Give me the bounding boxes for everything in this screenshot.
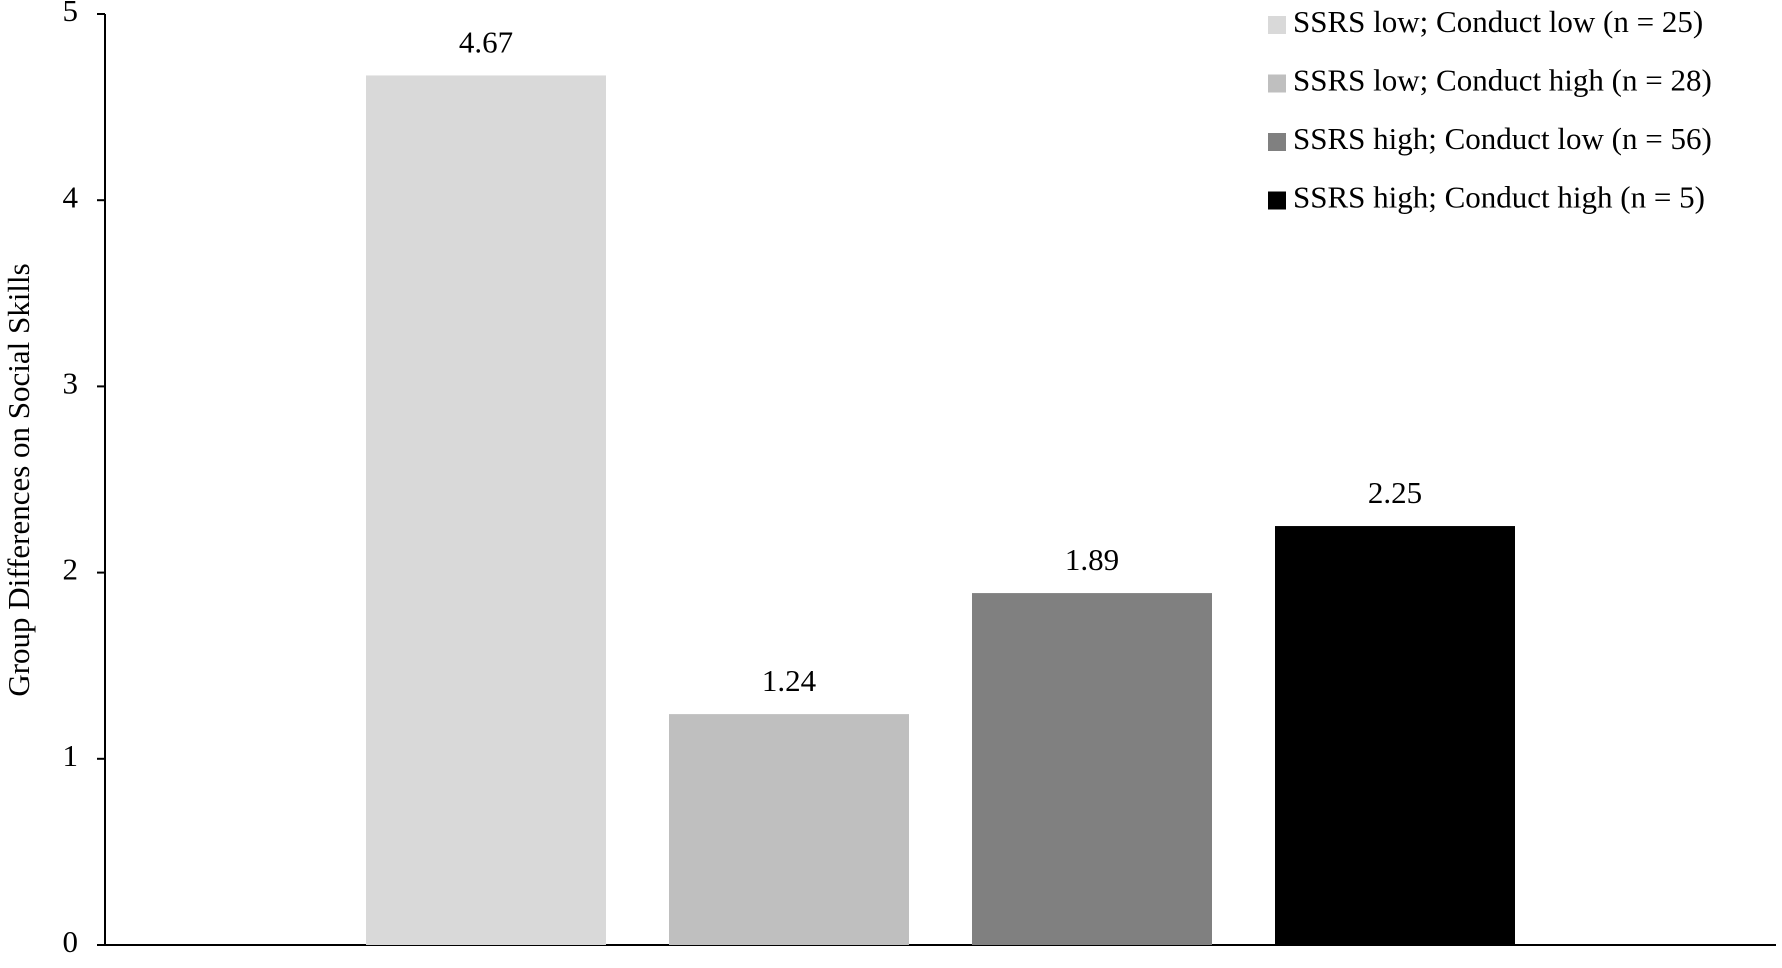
bar [366,75,606,946]
legend-label: SSRS low; Conduct low (n = 25) [1293,4,1703,39]
bar [1275,526,1515,945]
y-tick-label: 1 [63,738,79,773]
legend-swatch [1268,191,1286,210]
y-tick-label: 4 [63,179,79,214]
legend-label: SSRS high; Conduct high (n = 5) [1293,180,1705,215]
y-axis-label: Group Differences on Social Skills [1,263,36,696]
legend-swatch [1268,133,1286,151]
y-tick-label: 0 [63,924,79,959]
y-tick-label: 2 [63,552,79,587]
legend-swatch [1268,16,1286,34]
value-label: 2.25 [1368,475,1422,510]
y-tick-label: 5 [63,0,79,28]
legend-swatch [1268,74,1286,93]
bar [972,593,1212,945]
value-label: 1.24 [762,663,817,698]
value-label: 4.67 [459,25,513,60]
legend-label: SSRS low; Conduct high (n = 28) [1293,63,1712,98]
y-tick-label: 3 [63,366,79,401]
bar [669,714,909,945]
legend-label: SSRS high; Conduct low (n = 56) [1293,121,1712,156]
value-label: 1.89 [1065,542,1119,577]
